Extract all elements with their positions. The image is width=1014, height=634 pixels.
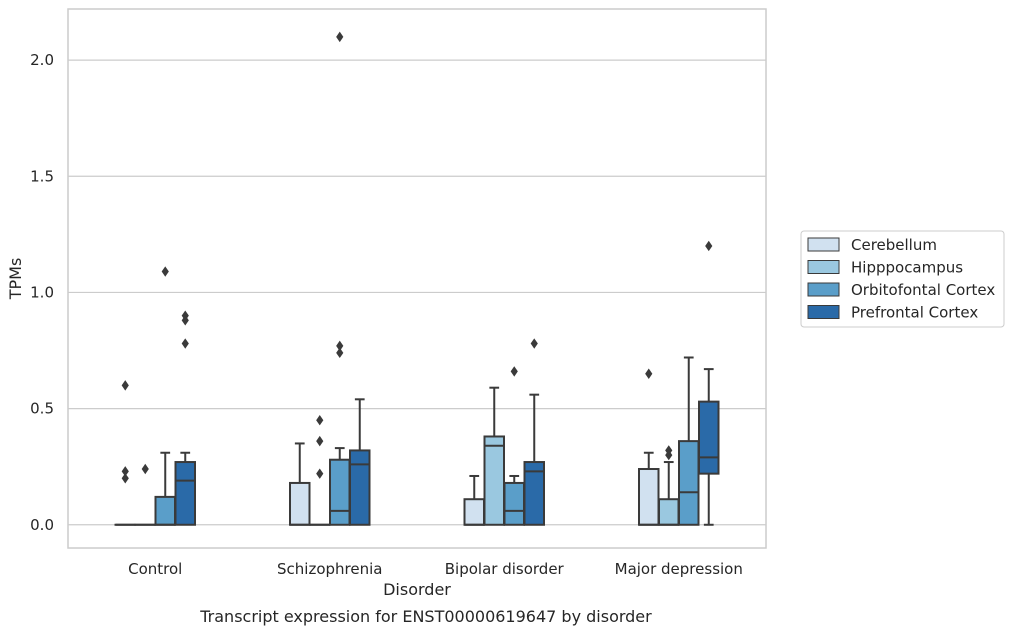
outlier-point [181,315,189,326]
box-body [503,481,525,526]
legend: Cerebellum Hipppocampus Orbitofontal Corte… [800,230,1005,328]
outlier-point [141,463,149,475]
box-orbitofontal-cortex [329,31,351,526]
box-body [658,498,680,526]
box-prefrontal-cortex [523,338,545,526]
x-tick-label: Schizophrenia [277,560,382,578]
outlier-point [121,380,129,391]
y-tick-labels: 0.0 0.5 1.0 1.5 2.0 [30,51,54,534]
y-axis-title: TPMs [6,258,25,301]
box-hipppocampus [134,463,156,526]
box-orbitofontal-cortex [678,356,700,526]
legend-label: Cerebellum [851,236,937,254]
box-body [154,495,176,526]
legend-label: Hipppocampus [851,259,963,277]
legend-frame [800,230,1005,328]
outlier-point [316,468,324,479]
box-layer [114,31,720,526]
outlier-point [121,466,129,477]
box-prefrontal-cortex [698,240,720,526]
box-body [349,449,371,526]
box-body [638,468,660,526]
box-body [329,458,351,526]
plot-frame [67,8,767,549]
box-hipppocampus [658,445,680,526]
box-body [483,435,505,526]
x-axis-title: Disorder [383,580,451,599]
outlier-point [645,368,653,379]
y-tick-label: 0.5 [30,400,54,418]
box-orbitofontal-cortex [154,266,176,526]
x-tick-label: Major depression [615,560,743,578]
outlier-point [316,415,324,426]
chart-caption: Transcript expression for ENST0000061964… [199,607,652,626]
legend-swatch [807,237,840,252]
box-orbitofontal-cortex [503,366,525,526]
x-tick-labels: Control Schizophrenia Bipolar disorder Majo… [128,560,743,578]
outlier-point [510,366,518,377]
x-tick-label: Bipolar disorder [445,560,565,578]
outlier-point [705,240,713,252]
outlier-point [181,338,189,349]
y-tick-label: 1.0 [30,283,54,301]
box-body [523,461,545,526]
outlier-point [121,473,129,484]
box-cerebellum [289,442,311,526]
box-prefrontal-cortex [349,398,371,526]
box-body [678,440,700,526]
outlier-point [161,266,169,277]
box-prefrontal-cortex [174,310,196,526]
outlier-point [316,435,324,447]
outlier-point [336,340,344,352]
outlier-point [336,347,344,359]
legend-swatch [807,305,840,319]
outlier-point [530,338,538,349]
outlier-point [665,449,673,461]
legend-label: Orbitofontal Cortex [851,281,995,299]
box-cerebellum [463,474,485,526]
box-cerebellum [114,380,136,526]
grid-layer [68,59,766,526]
y-tick-label: 0.0 [30,516,54,534]
outlier-point [336,31,344,43]
box-hipppocampus [309,415,331,526]
legend-label: Prefrontal Cortex [851,304,978,322]
box-body [698,400,720,475]
y-tick-label: 2.0 [30,51,54,69]
legend-swatch [807,282,840,297]
x-tick-label: Control [128,560,182,578]
box-hipppocampus [483,386,505,526]
box-body [289,481,311,526]
box-body [174,461,196,526]
box-body [463,498,485,526]
legend-swatch [807,260,840,274]
y-tick-label: 1.5 [30,167,54,185]
box-cerebellum [638,368,660,526]
